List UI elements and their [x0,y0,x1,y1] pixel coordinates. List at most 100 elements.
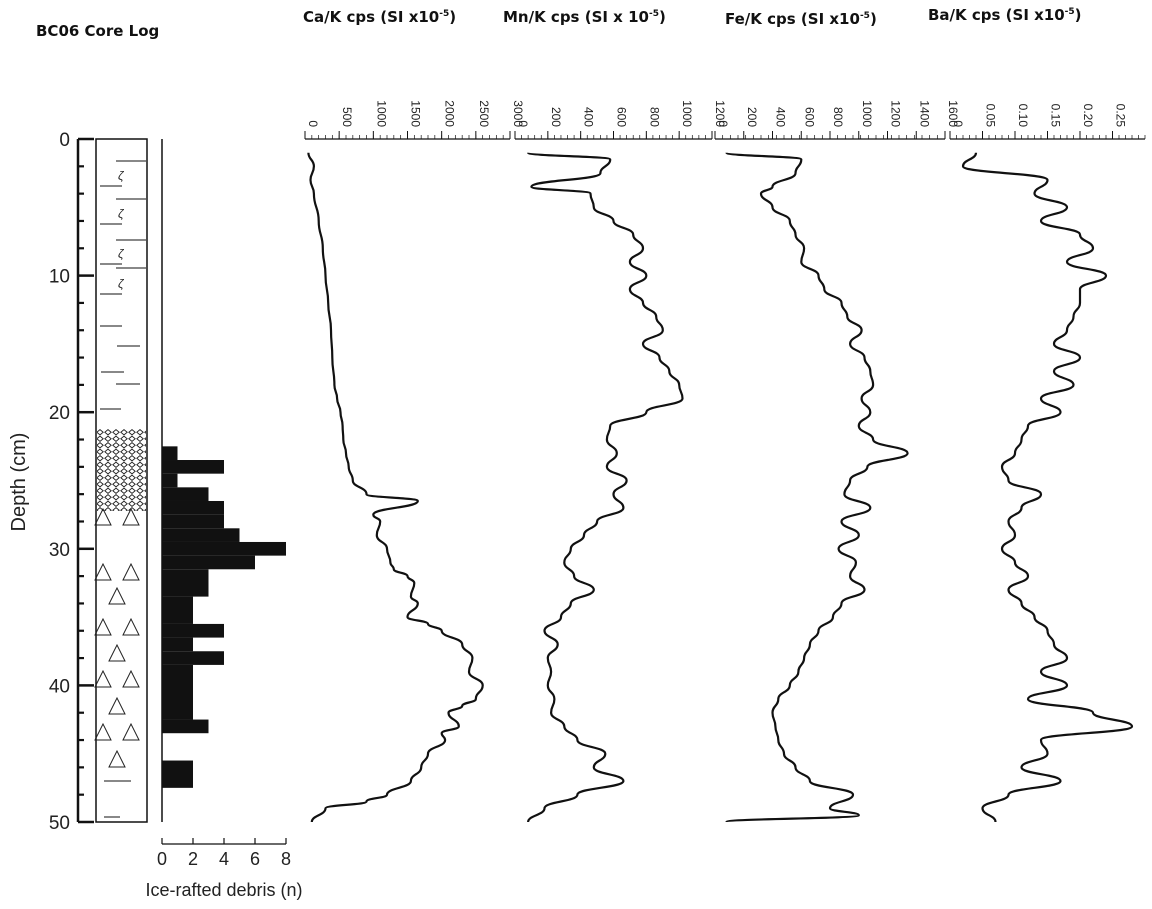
ird-bar [162,569,209,597]
dropstone-triangle [122,669,140,688]
depth-tick-label: 10 [49,267,70,288]
fe-title-end: ) [869,10,877,28]
mn-title-text: Mn/K cps (SI x 10 [503,8,649,26]
series-line-ca-k [307,152,484,823]
top-axis-tick-label: 0.15 [1049,104,1063,128]
top-axis-tick-label: 0.20 [1081,104,1095,128]
top-axis-tick-label: 1500 [409,100,423,127]
top-axis-tick-label: 600 [802,107,816,127]
ba-title-text: Ba/K cps (SI x10 [928,6,1065,24]
panel-fe-k: 0 200 400 600 800 1000 1200 1400 1600 [714,100,960,824]
top-axis-tick-label: 1000 [860,100,874,127]
top-axis-tick-label: 200 [549,107,563,127]
burrow-icon: ζ [118,207,125,221]
top-axis-tick-label: 0 [516,120,530,127]
top-axis-tick-label: 500 [340,107,354,127]
ird-bar [162,555,255,570]
top-axis-tick-label: 600 [615,107,629,127]
top-axis-tick-label: 0.05 [984,104,998,128]
top-axis-tick-label: 0 [306,120,320,127]
fe-title-sup: -5 [859,11,870,21]
ba-title-sup: -5 [1064,7,1075,17]
top-axis-tick-label: 2500 [477,100,491,127]
fe-title: Fe/K cps (SI x10-5) [725,10,877,28]
top-axis-tick-label: 3000 [511,100,525,127]
top-axis-tick-label: 0 [951,120,965,127]
top-axis-tick-label: 0.10 [1016,104,1030,128]
ird-tick-label: 0 [157,849,167,869]
ird-tick-label: 4 [219,849,229,869]
ca-title-sup: -5 [439,9,450,19]
dropstone-triangle [122,617,140,636]
top-axis-tick-label: 1200 [889,100,903,127]
ca-title: Ca/K cps (SI x10-5) [303,8,456,26]
dropstone-triangle [94,507,112,526]
ird-bar [162,514,224,529]
ird-bar [162,719,209,734]
ird-tick-label: 6 [250,849,260,869]
ird-bar [162,446,178,461]
top-axis-tick-label: 1200 [713,100,727,127]
core-log-title-text: BC06 Core Log [36,22,160,40]
panel-ba-k: 0 0.05 0.10 0.15 0.20 0.25 [949,104,1146,823]
dropstone-triangle [122,722,140,741]
depth-tick-label: 20 [49,403,70,424]
burrow-icon: ζ [118,247,125,261]
dropstone-triangle [94,669,112,688]
depth-tick-label: 30 [49,540,70,561]
top-axis-tick-label: 0 [716,120,730,127]
series-line-fe-k [725,151,909,824]
dropstone-triangle [122,562,140,581]
dropstone-triangle [108,586,126,605]
lithology-column: ζ ζ ζ ζ [94,138,148,823]
ca-title-end: ) [449,8,457,26]
core-log-title: BC06 Core Log [36,22,159,40]
ird-bar [162,528,240,542]
dropstone-triangle [94,722,112,741]
dropstone-triangle [122,507,140,526]
ird-bar [162,664,193,720]
top-axis-tick-label: 1600 [946,100,960,127]
top-axis-tick-label: 2000 [443,100,457,127]
lithology-sand-unit [97,429,146,511]
burrow-icon: ζ [118,277,125,291]
depth-axis: 0 10 20 30 40 50 [49,130,94,834]
series-line-ba-k [961,152,1134,823]
depth-tick-label: 50 [49,813,70,834]
ird-bar [162,651,224,665]
ird-bar [162,760,193,788]
depth-axis-label: Depth (cm) [8,433,30,532]
mn-title-end: ) [658,8,666,26]
burrow-icon: ζ [118,169,125,183]
ird-tick-label: 8 [281,849,291,869]
mn-title-sup: -5 [648,9,659,19]
top-axis-tick-label: 400 [582,107,596,127]
series-line-mn-k [527,151,684,823]
ca-title-text: Ca/K cps (SI x10 [303,8,440,26]
fe-title-text: Fe/K cps (SI x10 [725,10,860,28]
depth-tick-label: 40 [49,676,70,697]
ba-title-end: ) [1074,6,1082,24]
dropstone-triangle [108,643,126,662]
mn-title: Mn/K cps (SI x 10-5) [503,8,666,26]
top-axis-tick-label: 1000 [374,100,388,127]
ird-bar [162,541,286,556]
top-axis-tick-label: 800 [647,107,661,127]
ird-tick-label: 2 [188,849,198,869]
ird-bar [162,460,224,474]
top-axis-tick-label: 800 [831,107,845,127]
lithology-symbols: ζ ζ ζ ζ [94,160,146,818]
ird-bar [162,473,178,488]
dropstone-triangle [108,696,126,715]
ird-bar [162,623,224,638]
ird-bar [162,500,224,515]
top-axis-tick-label: 200 [745,107,759,127]
ba-title: Ba/K cps (SI x10-5) [928,6,1082,24]
ird-axis-label: Ice-rafted debris (n) [145,880,302,900]
ird-bar [162,637,193,652]
lithology-frame [95,138,148,823]
ird-bar [162,487,209,501]
panel-mn-k: 0 200 400 600 800 1000 1200 [514,100,727,823]
